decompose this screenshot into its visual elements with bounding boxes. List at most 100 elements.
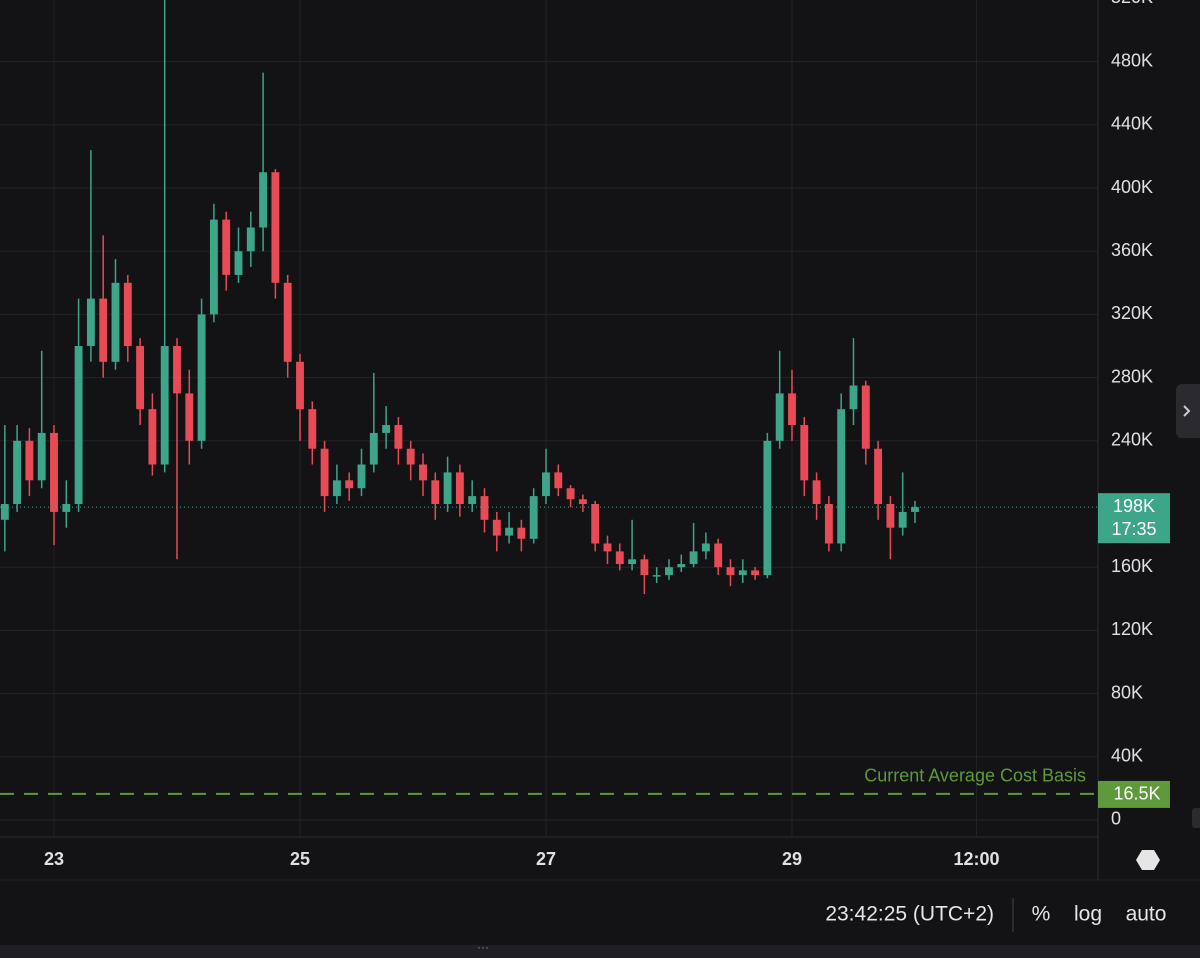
y-tick-label: 80K — [1111, 682, 1143, 702]
candle-body — [246, 227, 255, 252]
candle-body — [677, 564, 686, 568]
y-tick-label: 360K — [1111, 240, 1153, 260]
candle-body — [886, 504, 895, 528]
candle-body — [222, 219, 231, 275]
side-handle — [1192, 808, 1200, 828]
candle-body — [259, 172, 268, 228]
candle-body — [812, 480, 821, 505]
y-tick-label: 520K — [1111, 0, 1153, 7]
candle-body — [849, 385, 858, 410]
candle-body — [898, 511, 907, 528]
candle-body — [652, 575, 661, 577]
candle-body — [861, 385, 870, 449]
candle-body — [209, 219, 218, 315]
candle-body — [628, 559, 637, 565]
candle-body — [505, 527, 514, 536]
candle-body — [788, 393, 796, 426]
candle-body — [394, 425, 403, 449]
auto-button[interactable]: auto — [1126, 903, 1167, 926]
candle-body — [578, 499, 587, 505]
countdown-label: 17:35 — [1111, 519, 1156, 539]
candle-body — [455, 472, 464, 505]
candle-body — [911, 507, 919, 512]
cost-basis-text: Current Average Cost Basis — [864, 766, 1086, 786]
candle-body — [357, 464, 366, 489]
candle-body — [0, 504, 9, 520]
candle-body — [800, 425, 809, 481]
candle-body — [99, 298, 108, 362]
candle-body — [701, 543, 710, 552]
percent-button[interactable]: % — [1032, 903, 1051, 926]
candle-body — [283, 282, 292, 362]
candle-body — [468, 496, 477, 505]
log-button[interactable]: log — [1074, 903, 1102, 926]
candle-body — [443, 472, 452, 505]
candle-body — [566, 488, 575, 500]
candle-body — [419, 464, 427, 481]
candle-body — [148, 409, 157, 465]
cost-basis-label: 16.5K — [1113, 784, 1160, 804]
candle-body — [160, 346, 169, 465]
current-price-label: 198K — [1113, 496, 1155, 516]
candle-body — [345, 480, 354, 489]
y-tick-label: 440K — [1111, 114, 1153, 134]
axes: 0 40K 80K 120K 160K 240K 280K 320K 360K 400K 440K 4… — [44, 0, 1170, 869]
y-tick-label: 280K — [1111, 366, 1153, 386]
current-price-box — [1098, 493, 1170, 544]
candle-body — [554, 472, 563, 489]
candle-body — [874, 448, 883, 505]
candle-body — [123, 282, 132, 347]
candle-body — [136, 346, 145, 410]
candle-body — [13, 440, 22, 505]
candle-body — [665, 567, 673, 576]
candle-body — [775, 393, 784, 441]
candle-body — [320, 448, 329, 497]
candle-body — [271, 172, 280, 283]
candle-body — [824, 504, 833, 544]
candle-body — [74, 346, 83, 505]
y-tick-label: 120K — [1111, 619, 1153, 639]
candle-body — [751, 570, 760, 576]
candle-body — [689, 551, 698, 565]
candle-body — [37, 432, 46, 481]
candle-body — [308, 409, 317, 449]
candle-body — [25, 440, 34, 481]
y-tick-label: 400K — [1111, 177, 1153, 197]
y-tick-label: 40K — [1111, 746, 1143, 766]
candle-body — [640, 559, 649, 576]
candle-body — [517, 527, 526, 539]
candle-body — [173, 346, 181, 394]
candle-body — [480, 496, 489, 520]
candle-body — [296, 361, 304, 410]
candle-body — [837, 409, 846, 544]
y-tick-label: 480K — [1111, 50, 1153, 70]
settings-icon[interactable] — [1136, 850, 1160, 870]
y-tick-label: 160K — [1111, 556, 1153, 576]
candle-body — [234, 251, 243, 275]
candle-body — [62, 504, 71, 512]
candle-body — [197, 314, 206, 441]
x-tick-label: 27 — [536, 849, 556, 869]
x-tick-label: 23 — [44, 849, 64, 869]
y-tick-label: 0 — [1111, 809, 1121, 829]
y-tick-label: 240K — [1111, 430, 1153, 450]
candle-body — [185, 393, 194, 441]
candle-body — [369, 432, 378, 465]
x-tick-label: 12:00 — [953, 849, 999, 869]
candle-body — [726, 567, 735, 576]
drag-dots[interactable]: ··· — [477, 940, 489, 954]
candle-body — [50, 432, 58, 512]
candle-body — [332, 480, 341, 497]
x-tick-label: 25 — [290, 849, 310, 869]
candle-body — [406, 448, 415, 465]
candle-body — [603, 543, 612, 552]
candle-body — [714, 543, 723, 568]
candle-body — [615, 551, 624, 565]
candle-body — [86, 298, 95, 347]
x-tick-label: 29 — [782, 849, 802, 869]
chevron-icon — [1183, 405, 1191, 417]
candle-body — [738, 570, 747, 576]
candle-body — [529, 496, 538, 539]
